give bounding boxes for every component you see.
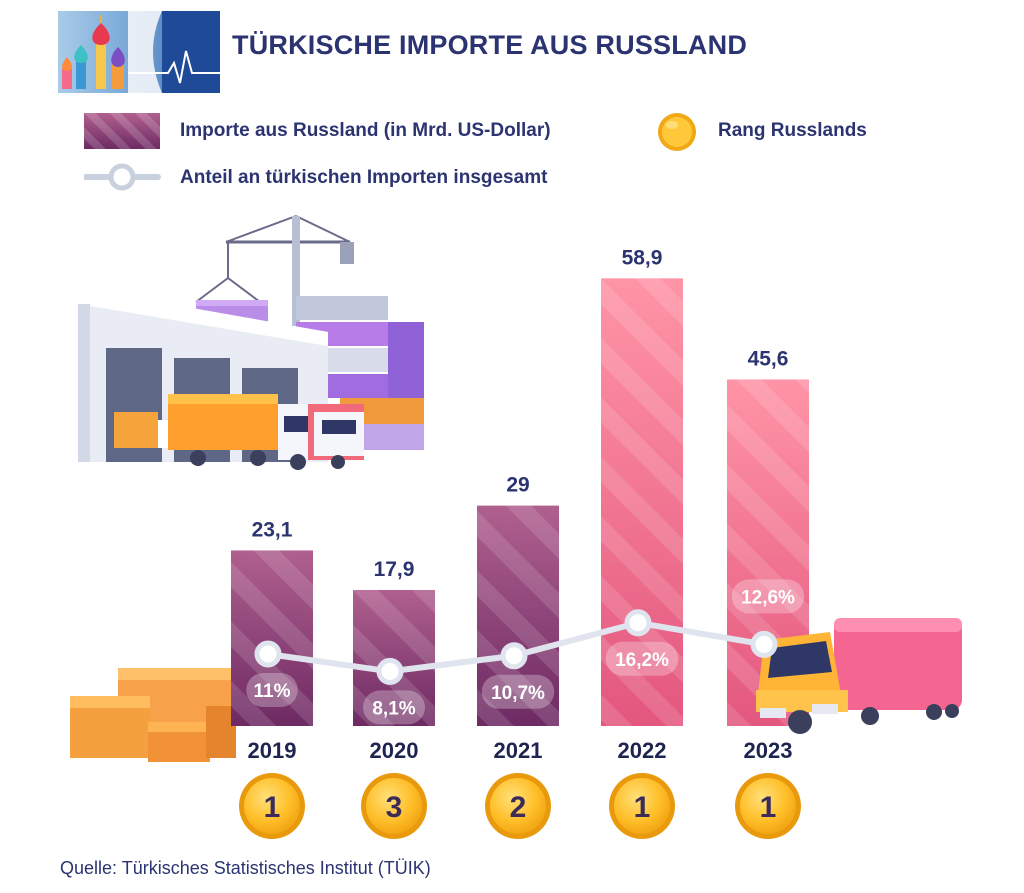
truck-illustration	[756, 618, 962, 734]
bar-2019	[231, 550, 313, 726]
rank-value: 1	[264, 791, 281, 824]
header-image	[58, 11, 220, 93]
bar-2022	[601, 278, 683, 726]
share-value-label: 12,6%	[741, 587, 795, 608]
rank-value: 1	[634, 791, 651, 824]
warehouse-illustration	[78, 215, 424, 470]
x-tick-label: 2019	[248, 738, 297, 763]
bar-value-label: 45,6	[748, 347, 789, 370]
coin-face	[244, 778, 300, 834]
legend-bar-swatch	[84, 113, 160, 149]
bar-2020	[353, 589, 435, 726]
bar-value-label: 29	[506, 474, 529, 497]
legend-rank-label: Rang Russlands	[718, 120, 867, 141]
x-tick-label: 2020	[370, 738, 419, 763]
share-point-2021	[500, 642, 528, 670]
share-label-pill	[363, 690, 425, 725]
coin-face	[490, 778, 546, 834]
delivery-trucks-icon	[114, 394, 364, 470]
heartbeat-line	[128, 50, 220, 84]
x-tick-label: 2022	[618, 738, 667, 763]
bar-2021	[477, 505, 559, 726]
share-value-label: 10,7%	[491, 683, 545, 704]
share-label-pill	[481, 674, 555, 709]
share-point-2023	[750, 630, 778, 658]
share-value-label: 11%	[254, 681, 291, 702]
rank-coin-2023: 1	[735, 773, 801, 839]
bar-stripes	[231, 550, 313, 726]
rank-coin-2019: 1	[239, 773, 305, 839]
rank-value: 1	[760, 791, 777, 824]
coin-face	[740, 778, 796, 834]
share-point-2022	[624, 609, 652, 637]
share-value-label: 8,1%	[372, 698, 415, 719]
rank-value: 2	[510, 791, 527, 824]
legend-line-label: Anteil an türkischen Importen insgesamt	[180, 167, 548, 188]
bar-stripes	[601, 278, 683, 726]
boxes-illustration	[70, 668, 236, 762]
rank-coin-2022: 1	[609, 773, 675, 839]
rank-coin-2020: 3	[361, 773, 427, 839]
share-label-pill	[731, 579, 805, 614]
share-value-label: 16,2%	[615, 650, 669, 671]
page-title: TÜRKISCHE IMPORTE AUS RUSSLAND	[232, 30, 748, 60]
rank-value: 3	[386, 791, 403, 824]
bar-value-label: 23,1	[252, 518, 293, 541]
x-tick-label: 2023	[744, 738, 793, 763]
bar-value-label: 17,9	[374, 558, 415, 581]
share-label-pill	[246, 673, 298, 707]
share-point-2019	[254, 640, 282, 668]
legend-line-swatch	[84, 163, 161, 191]
legend-markers	[84, 113, 161, 191]
bar-stripes	[477, 505, 559, 726]
bar-stripes	[353, 589, 435, 726]
coin-face	[366, 778, 422, 834]
legend-coin-icon	[658, 113, 696, 151]
kremlin-domes-icon	[62, 15, 125, 89]
x-tick-label: 2021	[494, 738, 543, 763]
source-note: Quelle: Türkisches Statistisches Institu…	[60, 858, 431, 878]
rank-coin-2021: 2	[485, 773, 551, 839]
bar-value-label: 58,9	[622, 246, 663, 269]
legend-bars-label: Importe aus Russland (in Mrd. US-Dollar)	[180, 120, 551, 141]
coin-face	[614, 778, 670, 834]
share-point-2020	[376, 657, 404, 685]
share-label-pill	[605, 641, 679, 676]
